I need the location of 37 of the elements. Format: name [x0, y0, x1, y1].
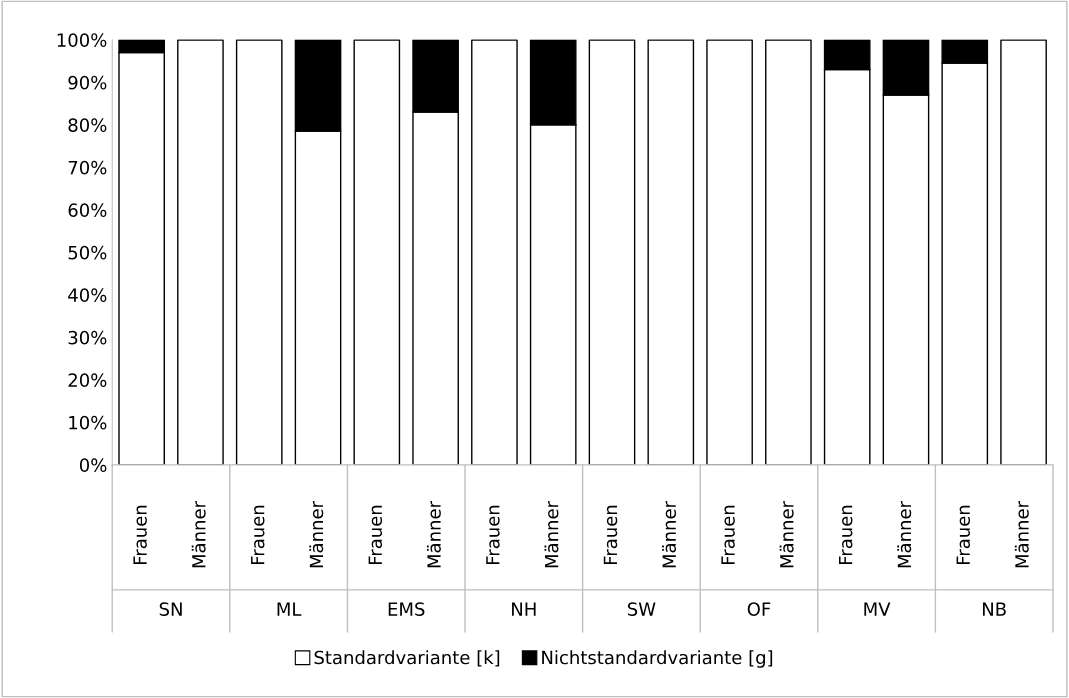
- x-tick-label: Männer: [426, 500, 441, 568]
- x-tick-label: Frauen: [956, 505, 971, 565]
- x-tick-label: Männer: [662, 500, 677, 568]
- x-tick-label: Männer: [191, 500, 206, 568]
- x-tick-label: Frauen: [368, 505, 383, 565]
- text: NB: [982, 602, 1006, 616]
- x-tick-label: Frauen: [486, 505, 500, 565]
- x-tick-label: Männer: [309, 500, 324, 568]
- text: ML: [277, 602, 302, 616]
- x-tick-label: Männer: [544, 500, 559, 568]
- y-tick-label: 90%: [68, 75, 107, 90]
- y-tick-label: 70%: [68, 160, 107, 175]
- legend-label: Standardvariante [k]: [314, 650, 500, 667]
- y-tick-label: 0%: [79, 458, 107, 472]
- x-tick-label: Männer: [1014, 500, 1029, 568]
- y-tick-label: 10%: [69, 415, 107, 430]
- text: SN: [159, 602, 182, 616]
- x-tick-label: Frauen: [839, 505, 853, 565]
- x-tick-label: Frauen: [721, 505, 735, 565]
- y-tick-label: 100%: [57, 33, 107, 47]
- legend-label: Nichtstandardvariante [g]: [542, 650, 773, 668]
- text: NH: [512, 602, 536, 616]
- x-tick-label: Frauen: [133, 505, 147, 565]
- x-tick-label: Männer: [779, 500, 794, 568]
- text: OF: [747, 602, 771, 616]
- y-tick-label: 20%: [68, 373, 107, 387]
- x-tick-label: Männer: [897, 500, 912, 568]
- x-tick-label: Frauen: [251, 505, 265, 565]
- text: EMS: [388, 602, 425, 616]
- y-tick-label: 60%: [68, 203, 107, 217]
- y-tick-label: 30%: [68, 330, 107, 345]
- x-tick-label: Frauen: [603, 505, 618, 565]
- y-tick-label: 50%: [68, 245, 107, 260]
- text: MV: [864, 602, 891, 616]
- y-tick-label: 40%: [68, 288, 107, 302]
- y-tick-label: 80%: [68, 118, 107, 132]
- text: SW: [627, 602, 656, 616]
